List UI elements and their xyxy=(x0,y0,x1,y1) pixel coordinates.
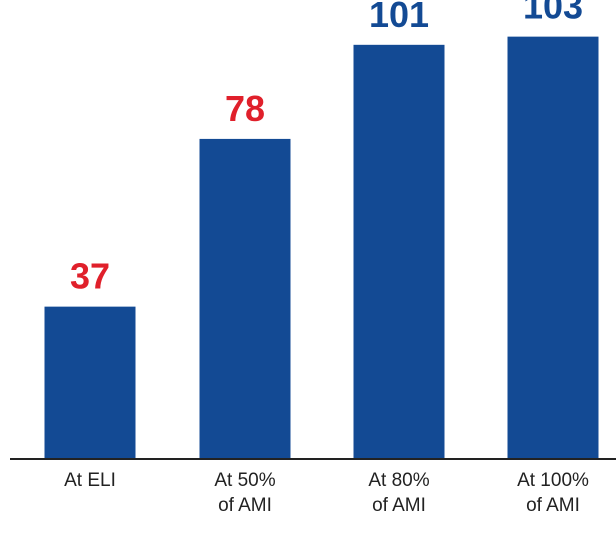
x-tick-label-0-line-0: At ELI xyxy=(64,470,116,491)
bar-0 xyxy=(44,306,136,458)
x-tick-label-3-line-0: At 100% xyxy=(517,470,589,491)
value-label-1: 78 xyxy=(225,88,265,129)
x-tick-label-1-line-0: At 50% xyxy=(214,470,275,491)
bars-group xyxy=(44,36,599,459)
bar-3 xyxy=(507,36,599,459)
x-tick-label-2-line-0: At 80% xyxy=(368,470,429,491)
x-tick-label-2: At 80% of AMI xyxy=(368,470,429,516)
value-labels-group: 37 78 101 103 xyxy=(70,0,583,297)
x-tick-label-1: At 50% of AMI xyxy=(214,470,275,516)
x-tick-labels-group: At ELI At 50% of AMI At 80% of AMI At 100% of … xyxy=(64,470,589,516)
x-tick-label-2-line-1: of AMI xyxy=(372,495,426,516)
value-label-0: 37 xyxy=(70,256,110,297)
x-tick-label-0: At ELI xyxy=(64,470,116,491)
bar-2 xyxy=(353,44,445,459)
bar-1 xyxy=(199,138,291,458)
x-tick-label-3-line-1: of AMI xyxy=(526,495,580,516)
x-tick-label-3: At 100% of AMI xyxy=(517,470,589,516)
x-tick-label-1-line-1: of AMI xyxy=(218,495,272,516)
value-label-3: 103 xyxy=(523,0,583,27)
value-label-2: 101 xyxy=(369,0,429,35)
